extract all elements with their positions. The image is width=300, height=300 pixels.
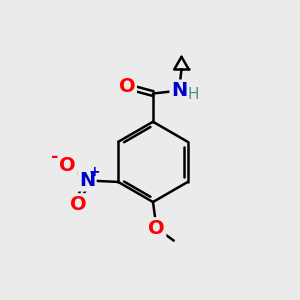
Text: +: + — [88, 165, 100, 179]
Text: O: O — [70, 195, 86, 214]
Text: O: O — [59, 156, 76, 175]
Text: -: - — [52, 148, 59, 166]
Text: O: O — [119, 76, 135, 96]
Text: O: O — [148, 219, 165, 238]
Text: N: N — [171, 81, 187, 100]
Text: H: H — [188, 87, 199, 102]
Text: N: N — [79, 171, 95, 190]
